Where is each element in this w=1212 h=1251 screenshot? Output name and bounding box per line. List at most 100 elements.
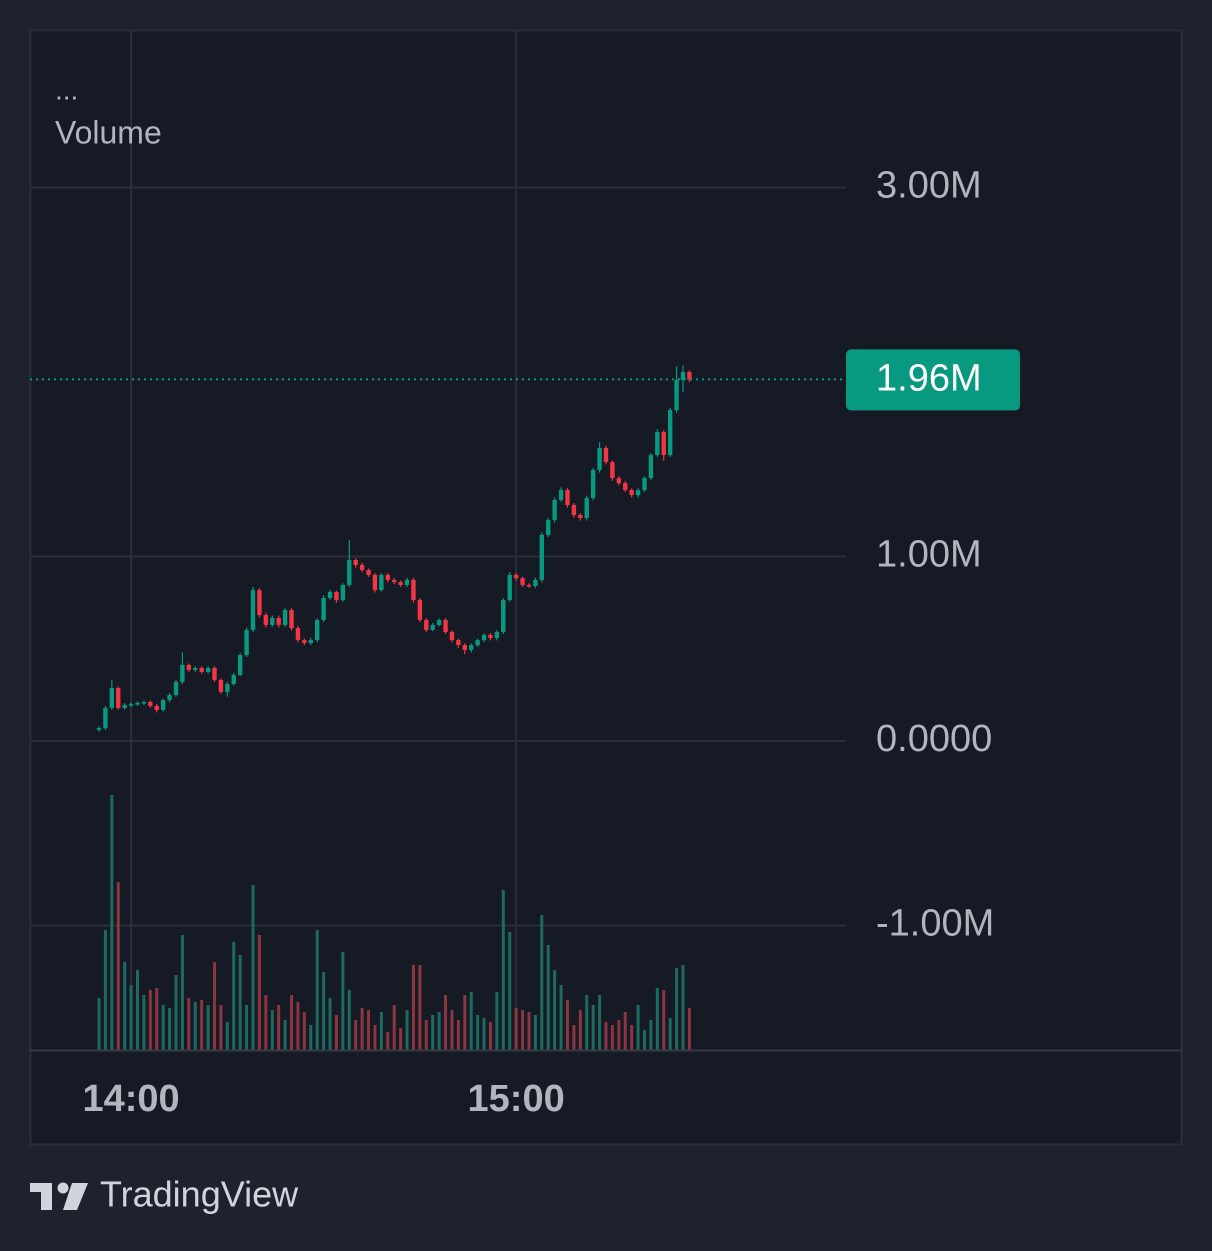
volume-bar bbox=[290, 995, 294, 1050]
candle-body bbox=[475, 640, 480, 646]
volume-bar bbox=[533, 1015, 537, 1050]
volume-bar bbox=[418, 965, 422, 1050]
volume-bar bbox=[591, 1005, 595, 1050]
volume-bar bbox=[174, 975, 178, 1050]
last-price-tag bbox=[846, 349, 1020, 411]
candle-body bbox=[193, 667, 198, 670]
candle-body bbox=[103, 707, 108, 729]
volume-bar bbox=[431, 1015, 435, 1050]
candle-body bbox=[578, 515, 583, 518]
brand-name: TradingView bbox=[100, 1174, 299, 1215]
candle-body bbox=[674, 379, 679, 411]
tradingview-logo[interactable]: TradingView bbox=[30, 1174, 299, 1215]
candle-body bbox=[353, 560, 358, 565]
candle-body bbox=[507, 574, 512, 601]
volume-bar bbox=[578, 1010, 582, 1050]
volume-bar bbox=[649, 1020, 653, 1050]
candle-body bbox=[302, 640, 307, 644]
candle-body bbox=[173, 681, 179, 696]
volume-bar bbox=[508, 932, 512, 1050]
candle-body bbox=[462, 645, 467, 651]
volume-bar bbox=[257, 935, 261, 1050]
candle-body bbox=[584, 498, 589, 518]
indicator-title: Volume bbox=[55, 114, 162, 150]
volume-bar bbox=[565, 1000, 569, 1050]
volume-bar bbox=[161, 1005, 165, 1050]
candle-body bbox=[180, 664, 185, 682]
volume-bar bbox=[360, 1008, 364, 1050]
candle-body bbox=[218, 679, 224, 692]
candle-body bbox=[276, 617, 281, 625]
volume-bar bbox=[334, 1015, 338, 1050]
volume-bar bbox=[354, 1020, 358, 1050]
volume-bar bbox=[456, 1020, 460, 1050]
volume-bar bbox=[585, 995, 589, 1050]
volume-bar bbox=[148, 990, 152, 1050]
candle-body bbox=[558, 490, 564, 501]
volume-bar bbox=[553, 970, 557, 1050]
candle-body bbox=[642, 478, 647, 491]
volume-bar bbox=[315, 930, 319, 1050]
volume-bar bbox=[559, 985, 563, 1050]
volume-bar bbox=[270, 1010, 274, 1050]
volume-bar bbox=[469, 992, 473, 1050]
volume-bar bbox=[347, 990, 351, 1050]
candle-body bbox=[539, 534, 545, 580]
candle-body bbox=[526, 584, 532, 587]
candle-body bbox=[289, 610, 294, 629]
volume-bar bbox=[322, 972, 326, 1050]
volume-bar bbox=[604, 1022, 608, 1050]
volume-bar bbox=[110, 795, 114, 1050]
legend-menu[interactable]: ... bbox=[55, 74, 78, 105]
candle-body bbox=[687, 372, 692, 380]
candle-body bbox=[430, 624, 435, 630]
volume-bar bbox=[225, 1022, 229, 1050]
volume-bar bbox=[264, 995, 268, 1050]
candle-body bbox=[590, 469, 596, 499]
candle-body bbox=[295, 628, 301, 641]
candle-body bbox=[603, 448, 609, 463]
volume-bar bbox=[309, 1025, 313, 1050]
candle-body bbox=[610, 462, 615, 479]
candle-body bbox=[244, 629, 249, 656]
candle-body bbox=[205, 667, 211, 672]
candle-body bbox=[109, 688, 115, 708]
candle-body bbox=[154, 705, 159, 710]
volume-bar bbox=[501, 890, 505, 1050]
candle-body bbox=[655, 431, 660, 456]
volume-bar bbox=[399, 1028, 403, 1050]
candle-body bbox=[359, 564, 365, 570]
candle-body bbox=[513, 574, 519, 579]
volume-bar bbox=[180, 935, 184, 1050]
candle-body bbox=[135, 702, 140, 705]
axes: 3.00M 1.00M 0.0000 -1.00M 14:00 15:00 1.96M bbox=[82, 165, 1020, 1120]
candle-body bbox=[571, 505, 577, 516]
volume-bar bbox=[642, 1030, 646, 1050]
volume-bar bbox=[546, 945, 550, 1050]
candle-body bbox=[533, 579, 538, 587]
candle-body bbox=[128, 704, 134, 706]
candle-body bbox=[385, 574, 390, 580]
y-tick-label: 3.00M bbox=[876, 165, 982, 207]
volume-bar bbox=[495, 992, 499, 1050]
candle-body bbox=[321, 598, 326, 620]
candle-body bbox=[347, 560, 352, 585]
grid bbox=[30, 30, 846, 1050]
y-tick-label: -1.00M bbox=[876, 903, 994, 945]
volume-bar bbox=[540, 915, 544, 1050]
volume-bar bbox=[437, 1012, 441, 1050]
volume-bar bbox=[187, 998, 191, 1050]
candle-body bbox=[122, 705, 127, 708]
candle-body bbox=[623, 483, 628, 491]
volume-bar bbox=[367, 1010, 371, 1050]
candle-body bbox=[237, 655, 243, 675]
volume-bar bbox=[630, 1025, 634, 1050]
candle-body bbox=[372, 574, 378, 591]
volume-bar bbox=[328, 998, 332, 1050]
volume-bar bbox=[527, 1012, 531, 1050]
candle-body bbox=[488, 634, 493, 639]
candle-body bbox=[148, 702, 153, 706]
last-price-label: 1.96M bbox=[876, 357, 982, 399]
